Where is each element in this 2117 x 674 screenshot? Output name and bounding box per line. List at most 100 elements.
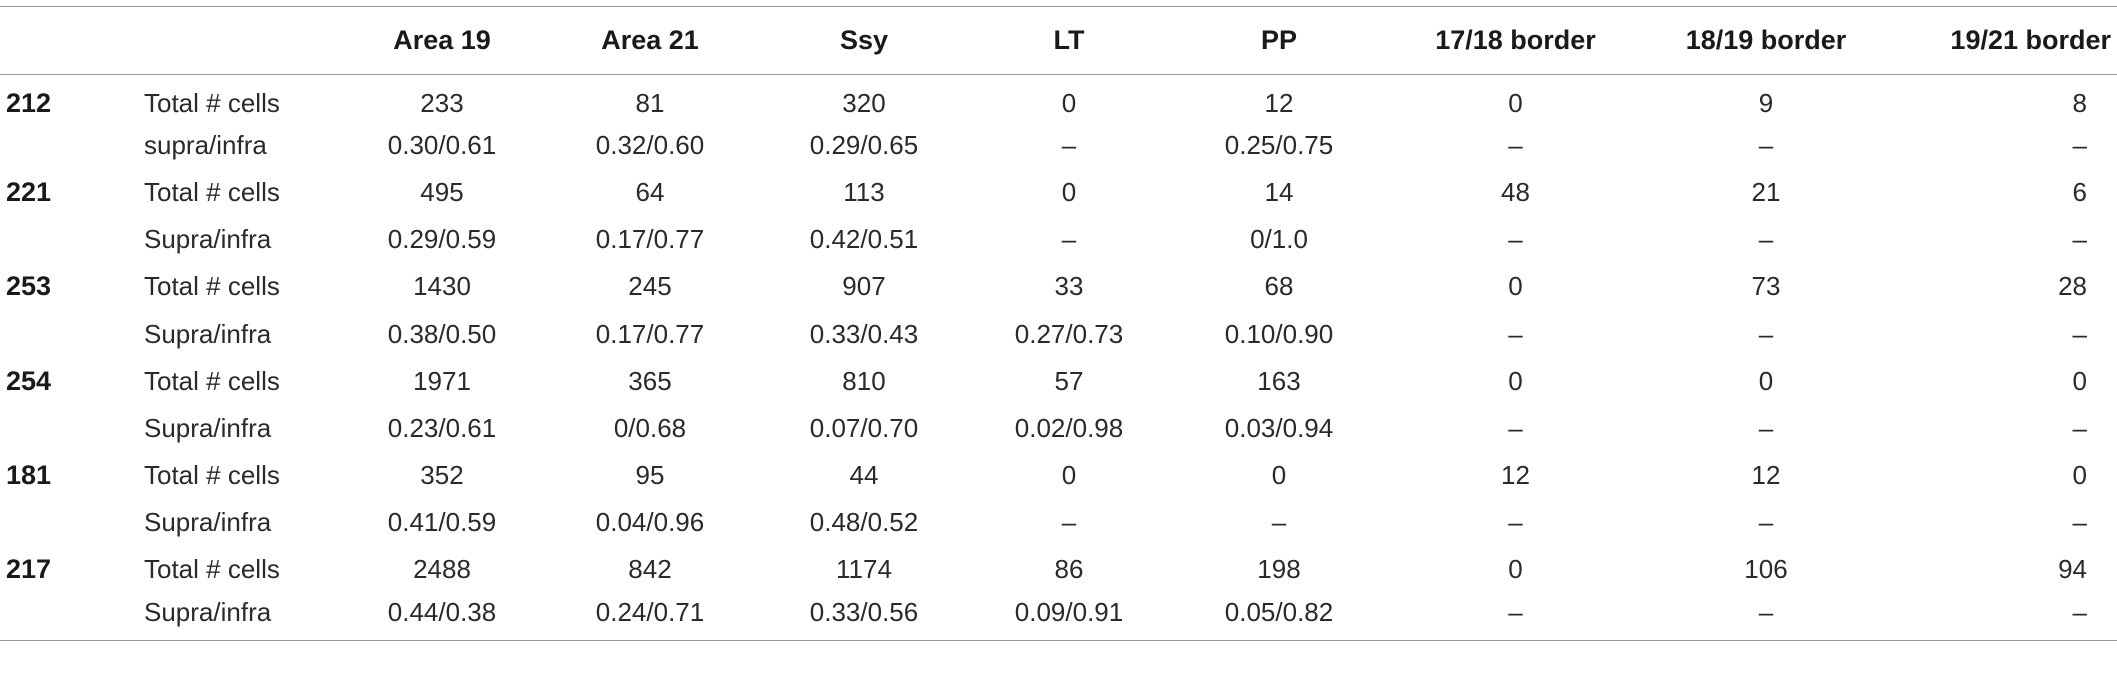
value-cell: 0 [1508,365,1523,396]
value-cell: 8 [2072,87,2087,118]
value-cell: 1971 [413,365,471,396]
value-cell: 495 [420,176,464,207]
value-cell: 64 [635,176,665,207]
value-cell: 12 [1264,87,1294,118]
value-cell: 0.48/0.52 [809,507,919,538]
value-cell: 48 [1501,176,1530,207]
value-cell: – [1758,507,1774,538]
value-cell: – [1061,507,1077,538]
value-cell: 0.09/0.91 [1014,597,1124,628]
cell-count-table: Area 19 Area 21 Ssy LT PP 17/18 border 1… [0,6,2117,641]
value-cell: 0 [1508,87,1523,118]
header-row: Area 19 Area 21 Ssy LT PP 17/18 border 1… [0,6,2117,75]
value-cell: 0 [1758,365,1774,396]
header-19-21-border: 19/21 border [1895,6,2117,75]
value-cell: 44 [849,460,879,491]
value-cell: 0.33/0.56 [809,597,919,628]
value-cell: 14 [1264,176,1294,207]
header-area-21: Area 21 [546,6,754,75]
case-id-cell [0,122,130,169]
value-cell: – [2072,129,2087,160]
table-row: Supra/infra 0.29/0.59 0.17/0.77 0.42/0.51 – 0… [0,216,2117,263]
value-cell: 1174 [836,554,892,585]
value-cell: 907 [842,271,886,302]
value-cell: – [2072,224,2087,255]
value-cell: 6 [2072,176,2087,207]
table-row: Supra/infra 0.38/0.50 0.17/0.77 0.33/0.43 0.… [0,310,2117,357]
measure-label-cell: Total # cells [144,87,280,118]
value-cell: 0/0.68 [613,412,687,443]
value-cell: – [1508,412,1523,443]
value-cell: 0.29/0.59 [387,224,497,255]
measure-label-cell: Supra/infra [144,224,272,255]
value-cell: 320 [842,87,886,118]
header-measure [130,6,338,75]
table-row: 253 Total # cells 1430 245 907 33 68 0 73 28 [0,263,2117,310]
value-cell: 0.33/0.43 [809,318,919,349]
value-cell: – [1508,129,1523,160]
value-cell: 0 [2072,460,2087,491]
value-cell: – [2072,597,2087,628]
value-cell: – [1508,224,1523,255]
table-row: 221 Total # cells 495 64 113 0 14 48 21 6 [0,169,2117,216]
value-cell: – [1508,507,1523,538]
table-row: Supra/infra 0.44/0.38 0.24/0.71 0.33/0.56 0.… [0,594,2117,641]
measure-label-cell: Total # cells [144,460,280,491]
value-cell: 842 [628,554,672,585]
value-cell: 0 [1061,176,1077,207]
measure-label-cell: Total # cells [144,271,280,302]
value-cell: 0.44/0.38 [387,597,497,628]
value-cell: 233 [420,87,464,118]
header-lt: LT [974,6,1164,75]
measure-label-cell: Total # cells [144,554,280,585]
value-cell: 86 [1054,554,1084,585]
value-cell: 113 [843,176,885,207]
case-id-cell [0,216,130,263]
value-cell: 95 [635,460,665,491]
value-cell: 0.25/0.75 [1224,129,1334,160]
measure-label-cell: Total # cells [144,176,280,207]
value-cell: 1430 [413,271,471,302]
value-cell: – [1758,597,1774,628]
measure-label-cell: Supra/infra [144,318,272,349]
case-id-cell [0,499,130,546]
value-cell: 0.24/0.71 [595,597,705,628]
value-cell: 0.23/0.61 [387,412,497,443]
value-cell: 0.05/0.82 [1224,597,1334,628]
value-cell: 0.38/0.50 [387,318,497,349]
value-cell: 33 [1054,271,1084,302]
value-cell: 28 [2058,271,2087,302]
case-id-cell: 221 [6,176,52,207]
value-cell: – [1508,597,1523,628]
value-cell: 94 [2058,554,2087,585]
value-cell: 0 [1271,460,1287,491]
table-body: 212 Total # cells 233 81 320 0 12 0 9 8 supra/infr… [0,75,2117,641]
case-id-cell: 253 [6,271,52,302]
table-row: 181 Total # cells 352 95 44 0 0 12 12 0 [0,452,2117,499]
value-cell: 12 [1501,460,1530,491]
table-row: 254 Total # cells 1971 365 810 57 163 0 0 0 [0,358,2117,405]
header-area-19: Area 19 [338,6,546,75]
case-id-cell [0,310,130,357]
value-cell: 0 [1508,271,1523,302]
value-cell: 0.07/0.70 [809,412,919,443]
case-id-cell: 217 [6,554,52,585]
value-cell: 73 [1751,271,1781,302]
value-cell: 0.32/0.60 [595,129,705,160]
value-cell: 0.42/0.51 [809,224,919,255]
table-row: 217 Total # cells 2488 842 1174 86 198 0 106 94 [0,546,2117,593]
value-cell: 352 [420,460,464,491]
case-id-cell: 212 [6,87,52,118]
value-cell: 163 [1257,365,1301,396]
value-cell: 9 [1758,87,1774,118]
header-pp: PP [1164,6,1394,75]
value-cell: 0.10/0.90 [1224,318,1334,349]
value-cell: – [1061,129,1077,160]
value-cell: 81 [635,87,665,118]
value-cell: 106 [1744,554,1788,585]
value-cell: – [1508,318,1523,349]
value-cell: 0 [1508,554,1523,585]
table-row: Supra/infra 0.41/0.59 0.04/0.96 0.48/0.52 – –… [0,499,2117,546]
value-cell: – [2072,507,2087,538]
value-cell: 0.03/0.94 [1224,412,1334,443]
